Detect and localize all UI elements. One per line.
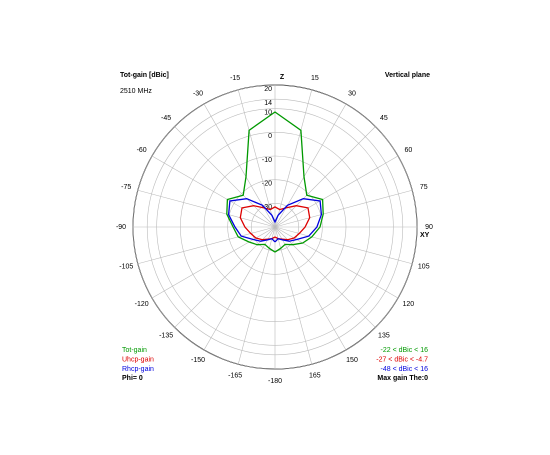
grid-spoke — [137, 189, 276, 228]
grid-spoke — [274, 226, 399, 299]
angle-tick-label: 45 — [380, 115, 388, 122]
angle-tick-label: 105 — [418, 264, 430, 271]
legend-label: Uhcp-gain — [122, 356, 154, 363]
r-tick-label: 0 — [268, 133, 272, 140]
angle-tick-label: 15 — [311, 75, 319, 82]
r-tick-label: -30 — [262, 204, 272, 211]
angle-tick-label: -135 — [159, 333, 173, 340]
range-label: -22 < dBic < 16 — [381, 347, 429, 354]
footer-right: Max gain The:0 — [377, 375, 428, 382]
series-line — [226, 111, 324, 253]
angle-tick-label: -45 — [161, 115, 171, 122]
grid-spoke — [151, 155, 276, 228]
angle-tick-label: 75 — [420, 184, 428, 191]
angle-tick-label: 135 — [378, 333, 390, 340]
angle-tick-label: -75 — [121, 184, 131, 191]
angle-tick-label: 120 — [403, 301, 415, 308]
grid-spoke — [274, 189, 413, 228]
grid-spoke — [274, 126, 376, 228]
footer-left: Phi= 0 — [122, 375, 143, 382]
grid-spoke — [274, 226, 313, 365]
r-tick-label: 10 — [264, 110, 272, 117]
series-line — [227, 198, 323, 243]
angle-tick-label: -120 — [135, 301, 149, 308]
grid-spoke — [274, 226, 347, 351]
range-label: -27 < dBic < -4.7 — [376, 356, 428, 363]
grid-spoke — [274, 155, 399, 228]
grid-spoke — [274, 226, 376, 328]
angle-tick-label: 165 — [309, 373, 321, 380]
r-tick-label: 14 — [264, 100, 272, 107]
angle-tick-label: -30 — [193, 90, 203, 97]
angle-tick-label: -90 — [116, 224, 126, 231]
series-line — [239, 205, 311, 241]
chart-title: Tot-gain [dBic] — [120, 72, 169, 79]
grid-spoke — [137, 226, 276, 265]
angle-tick-label: 150 — [346, 357, 358, 364]
grid-spoke — [203, 226, 276, 351]
axis-label-top: Z — [280, 74, 285, 81]
plane-label: Vertical plane — [385, 72, 430, 79]
angle-tick-label: -150 — [191, 357, 205, 364]
r-tick-label: -10 — [262, 157, 272, 164]
angle-tick-label: -180 — [268, 378, 282, 385]
grid-spoke — [237, 226, 276, 365]
chart-subtitle: 2510 MHz — [120, 88, 152, 95]
legend-label: Rhcp-gain — [122, 366, 154, 373]
angle-tick-label: 60 — [404, 147, 412, 154]
grid-spoke — [174, 226, 276, 328]
angle-tick-label: -60 — [137, 147, 147, 154]
grid-spoke — [151, 226, 276, 299]
axis-label-right: XY — [420, 232, 430, 239]
angle-tick-label: -105 — [119, 264, 133, 271]
angle-tick-label: 30 — [348, 90, 356, 97]
angle-tick-label: 90 — [425, 224, 433, 231]
grid-spoke — [237, 89, 276, 228]
angle-tick-label: -15 — [230, 75, 240, 82]
legend-label: Tot-gain — [122, 347, 147, 354]
grid-spoke — [274, 226, 413, 265]
range-label: -48 < dBic < 16 — [381, 366, 429, 373]
grid-spoke — [174, 126, 276, 228]
angle-tick-label: -165 — [228, 373, 242, 380]
r-tick-label: 20 — [264, 86, 272, 93]
grid-spoke — [274, 89, 313, 228]
r-tick-label: -20 — [262, 181, 272, 188]
